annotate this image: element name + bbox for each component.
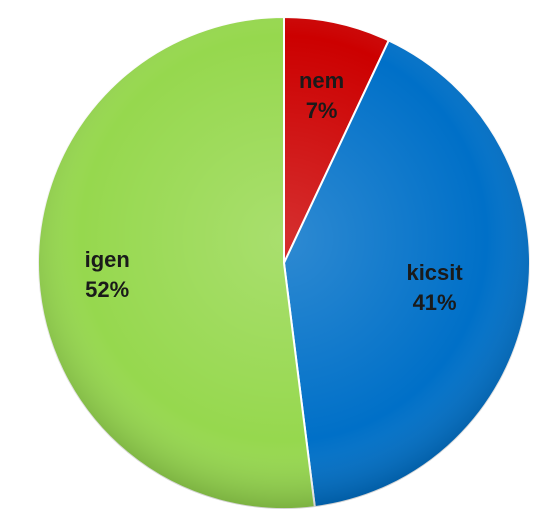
pie-slice-igen [37, 15, 316, 510]
slice-percent-igen: 52% [85, 277, 129, 302]
slice-label-kicsit: kicsit [406, 260, 463, 285]
pie-labels: nem 7% kicsit 41% igen 52% [85, 68, 464, 315]
slice-label-nem: nem [299, 68, 344, 93]
slice-label-igen: igen [85, 247, 130, 272]
slice-percent-nem: 7% [306, 98, 338, 123]
slice-percent-kicsit: 41% [413, 290, 457, 315]
